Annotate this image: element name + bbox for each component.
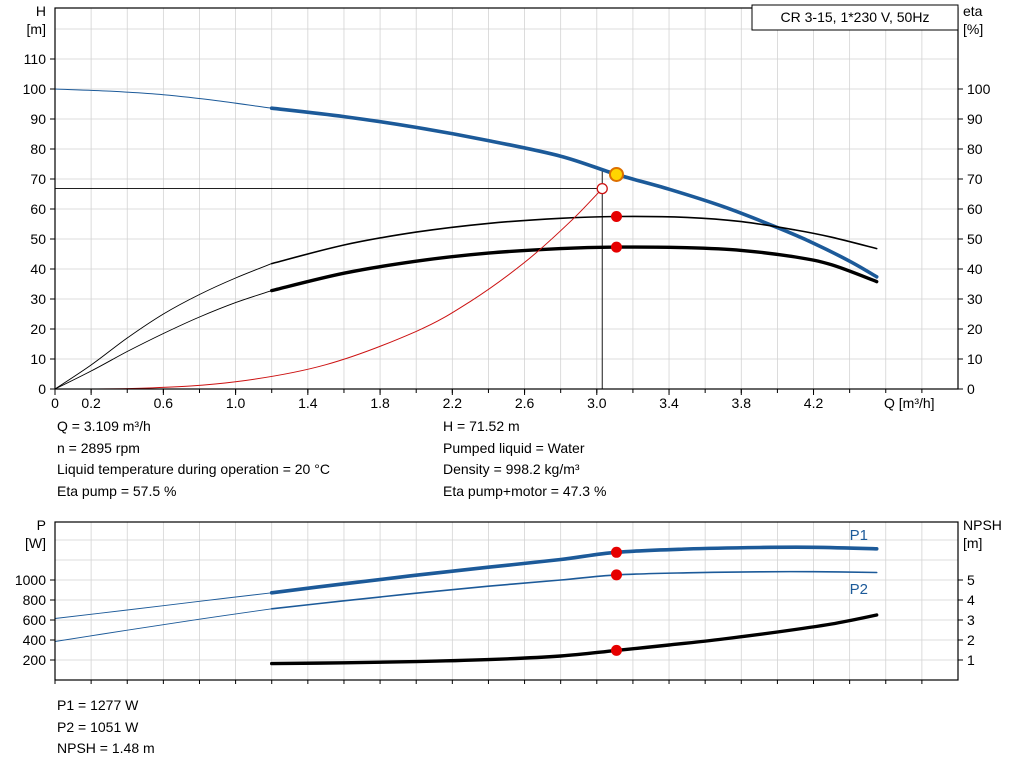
x-tick-label: 3.8	[732, 395, 752, 411]
x-tick-label: 1.0	[226, 395, 246, 411]
y-left-tick-label: 110	[24, 51, 47, 67]
duty-point-eta-pump	[610, 211, 622, 222]
x-tick-label: 0.2	[81, 395, 101, 411]
y-right-tick-label: 70	[967, 171, 983, 187]
y-right-tick-label: 10	[967, 351, 983, 367]
y-left-axis-title: P	[37, 517, 46, 533]
y-right-tick-label: 40	[967, 261, 983, 277]
n-value: n = 2895 rpm	[57, 439, 140, 456]
q-value: Q = 3.109 m³/h	[57, 418, 151, 434]
curve-label-p1: P1	[850, 527, 868, 544]
y-right-tick-label: 2	[967, 632, 975, 648]
npsh-value: NPSH = 1.48 m	[57, 740, 155, 757]
x-axis-label: Q [m³/h]	[884, 395, 935, 411]
y-left-tick-label: 400	[23, 632, 47, 648]
y-right-tick-label: 20	[967, 321, 983, 337]
y-left-tick-label: 800	[23, 592, 47, 608]
pumped-liquid-value: Pumped liquid = Water	[443, 439, 585, 456]
y-right-tick-label: 0	[967, 381, 975, 397]
x-tick-label: 3.0	[587, 395, 607, 411]
plot-frame	[54, 521, 959, 681]
duty-point-npsh	[610, 644, 622, 656]
x-tick-label: 2.2	[443, 395, 463, 411]
duty-point-requested	[596, 182, 608, 195]
p1-curve	[269, 545, 879, 595]
y-left-tick-label: 60	[30, 201, 46, 217]
y-right-tick-label: 30	[967, 291, 983, 307]
y-right-axis-title: eta	[963, 3, 983, 19]
p2-value: P2 = 1051 W	[57, 718, 139, 735]
p1-curve-lead	[54, 592, 273, 619]
x-tick-label: 1.8	[370, 395, 390, 411]
duty-point-qh	[608, 166, 624, 182]
eta-pump-lead	[54, 263, 273, 390]
p2-curve-lead	[54, 608, 273, 642]
x-tick-label: 1.4	[298, 395, 318, 411]
y-right-tick-label: 100	[967, 81, 991, 97]
p1-value: P1 = 1277 W	[57, 697, 139, 713]
y-left-tick-label: 80	[30, 141, 46, 157]
duty-results-left: Q = 3.109 m³/h n = 2895 rpm Liquid tempe…	[57, 416, 330, 502]
duty-results-right: H = 71.52 m Pumped liquid = Water Densit…	[443, 416, 606, 502]
power-results: P1 = 1277 W P2 = 1051 W NPSH = 1.48 m	[57, 695, 155, 760]
npsh-curve	[270, 613, 879, 666]
density-value: Density = 998.2 kg/m³	[443, 461, 580, 478]
p2-curve	[270, 570, 878, 610]
y-right-axis-title: [%]	[963, 21, 983, 37]
y-left-tick-label: 10	[30, 351, 46, 367]
y-right-tick-label: 1	[967, 652, 975, 668]
y-left-tick-label: 20	[30, 321, 46, 337]
y-right-tick-label: 80	[967, 141, 983, 157]
y-right-tick-label: 4	[967, 592, 975, 608]
pump-title-box	[751, 4, 959, 31]
y-left-tick-label: 200	[23, 652, 47, 668]
eta-pump-motor-value: Eta pump+motor = 47.3 %	[443, 482, 607, 499]
y-left-tick-label: 100	[23, 81, 47, 97]
y-right-tick-label: 3	[967, 612, 975, 628]
pump-title: CR 3-15, 1*230 V, 50Hz	[781, 9, 930, 25]
system-curve	[54, 188, 603, 390]
y-right-tick-label: 60	[967, 201, 983, 217]
x-tick-label: 4.2	[804, 395, 824, 411]
x-tick-label: 0	[51, 395, 59, 411]
x-tick-label: 3.4	[659, 395, 679, 411]
y-right-tick-label: 5	[967, 572, 975, 588]
y-left-tick-label: 50	[30, 231, 46, 247]
y-left-tick-label: 70	[30, 171, 46, 187]
h-curve-lead	[54, 88, 273, 109]
duty-point-p2	[610, 569, 622, 581]
eta-pump-motor-lead	[54, 290, 273, 390]
y-left-axis-title: [m]	[27, 21, 46, 37]
x-tick-label: 0.6	[154, 395, 174, 411]
plot-frame	[54, 7, 959, 390]
y-left-axis-title: [W]	[25, 535, 46, 551]
y-left-tick-label: 30	[30, 291, 46, 307]
y-left-tick-label: 1000	[15, 572, 46, 588]
x-tick-label: 2.6	[515, 395, 535, 411]
y-right-axis-title: [m]	[963, 535, 982, 551]
y-left-tick-label: 0	[38, 381, 46, 397]
liquid-temperature-value: Liquid temperature during operation = 20…	[57, 461, 330, 478]
y-left-tick-label: 600	[23, 612, 47, 628]
duty-point-eta-pump-motor	[610, 241, 622, 253]
y-right-axis-title: NPSH	[963, 517, 1002, 533]
h-curve	[269, 106, 879, 279]
curve-label-p2: P2	[850, 581, 868, 598]
y-right-tick-label: 90	[967, 111, 983, 127]
y-right-tick-label: 50	[967, 231, 983, 247]
duty-point-p1	[610, 546, 622, 558]
y-left-axis-title: H	[36, 3, 46, 19]
h-value: H = 71.52 m	[443, 418, 520, 434]
y-left-tick-label: 40	[30, 261, 46, 277]
y-left-tick-label: 90	[30, 111, 46, 127]
eta-pump-value: Eta pump = 57.5 %	[57, 482, 177, 499]
